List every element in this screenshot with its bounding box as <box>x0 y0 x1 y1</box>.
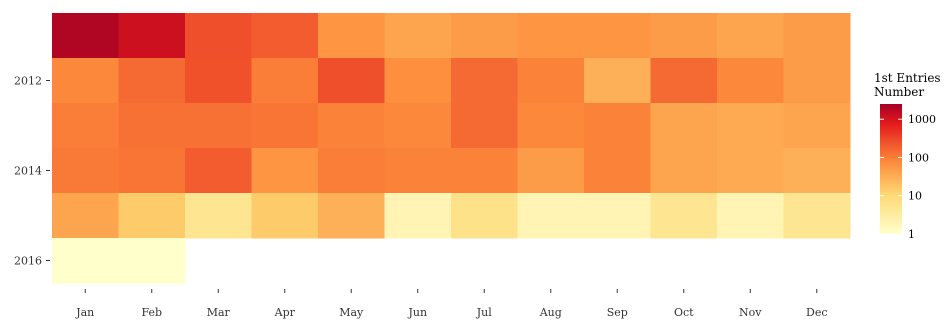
legend-colorbar <box>880 104 902 234</box>
heatmap-cell <box>783 148 851 194</box>
heatmap-cell <box>384 58 452 104</box>
heatmap-cell <box>118 58 186 104</box>
heatmap-cell <box>517 193 585 239</box>
heatmap-cell <box>517 13 585 59</box>
heatmap-cell <box>318 103 385 149</box>
heatmap-cell <box>517 103 585 149</box>
legend-ticks: 1000 100 10 1 <box>880 113 936 241</box>
x-axis: Jan Feb Mar Apr May Jun Jul Aug Sep Oct Nov Dec <box>75 289 828 319</box>
heatmap-cell <box>584 193 651 239</box>
heatmap-cell <box>118 13 186 59</box>
heatmap-cell <box>185 148 252 194</box>
x-tick-label: Jan <box>75 306 94 319</box>
heatmap-cell <box>584 103 651 149</box>
heatmap-cell <box>52 193 119 239</box>
x-tick-label: Jun <box>407 306 427 319</box>
x-tick-label: Mar <box>207 306 231 319</box>
heatmap-cell <box>318 193 385 239</box>
heatmap-cell <box>384 148 452 194</box>
heatmap-cell <box>451 148 518 194</box>
heatmap-cell <box>185 193 252 239</box>
heatmap-cell <box>717 58 784 104</box>
heatmap-cell <box>52 103 119 149</box>
legend-tick-label: 100 <box>908 151 929 164</box>
heatmap-cell <box>52 58 119 104</box>
heatmap-cell <box>650 13 718 59</box>
legend-title-line1: 1st Entries <box>874 71 941 85</box>
heatmap-cell <box>384 193 452 239</box>
heatmap-cell <box>517 58 585 104</box>
heatmap-cell <box>384 13 452 59</box>
heatmap-cell <box>783 58 851 104</box>
x-tick-label: Aug <box>539 306 562 319</box>
y-tick-label: 2016 <box>14 255 42 268</box>
x-tick-label: May <box>339 306 364 319</box>
x-tick-label: Feb <box>141 306 162 319</box>
heatmap-cell <box>451 58 518 104</box>
heatmap-cell <box>717 148 784 194</box>
heatmap-cell <box>251 193 319 239</box>
x-tick-label: Dec <box>806 306 828 319</box>
heatmap-cell <box>584 13 651 59</box>
heatmap-cell <box>650 148 718 194</box>
heatmap-cell <box>783 13 851 59</box>
heatmap-cell <box>52 238 119 284</box>
heatmap-cell <box>650 193 718 239</box>
x-tick-label: Oct <box>674 306 694 319</box>
heatmap-cell <box>717 13 784 59</box>
heatmap-cell <box>185 58 252 104</box>
legend-tick-label: 10 <box>908 190 922 203</box>
heatmap-cell <box>52 13 119 59</box>
heatmap-cell <box>517 148 585 194</box>
legend-tick-label: 1 <box>908 228 915 241</box>
heatmap-cell <box>650 58 718 104</box>
y-tick-label: 2012 <box>14 75 42 88</box>
x-tick-label: Apr <box>274 306 296 319</box>
heatmap-cell <box>783 103 851 149</box>
x-tick-label: Jul <box>476 306 492 319</box>
heatmap-cell <box>584 58 651 104</box>
heatmap-cells <box>52 13 851 284</box>
heatmap-cell <box>451 193 518 239</box>
heatmap-cell <box>251 58 319 104</box>
heatmap-cell <box>318 13 385 59</box>
color-legend: 1st Entries Number 1000 100 10 1 <box>874 71 941 241</box>
y-tick-label: 2014 <box>14 165 42 178</box>
heatmap-cell <box>783 193 851 239</box>
heatmap-cell <box>650 103 718 149</box>
heatmap-cell <box>118 193 186 239</box>
heatmap-cell <box>118 148 186 194</box>
heatmap-cell <box>451 13 518 59</box>
heatmap-cell <box>318 148 385 194</box>
y-axis: 2012 2014 2016 <box>14 75 50 268</box>
heatmap-cell <box>185 13 252 59</box>
heatmap-cell <box>384 103 452 149</box>
x-tick-label: Nov <box>739 306 762 319</box>
heatmap-cell <box>251 13 319 59</box>
x-tick-label: Sep <box>607 306 628 319</box>
legend-title-line2: Number <box>874 85 924 99</box>
heatmap-cell <box>185 103 252 149</box>
heatmap-cell <box>118 103 186 149</box>
heatmap-cell <box>584 148 651 194</box>
heatmap-cell <box>717 103 784 149</box>
heatmap-cell <box>52 148 119 194</box>
heatmap-cell <box>251 103 319 149</box>
heatmap-cell <box>318 58 385 104</box>
heatmap-cell <box>118 238 186 284</box>
heatmap-cell <box>251 148 319 194</box>
heatmap-cell <box>717 193 784 239</box>
heatmap-cell <box>451 103 518 149</box>
legend-tick-label: 1000 <box>908 113 936 126</box>
